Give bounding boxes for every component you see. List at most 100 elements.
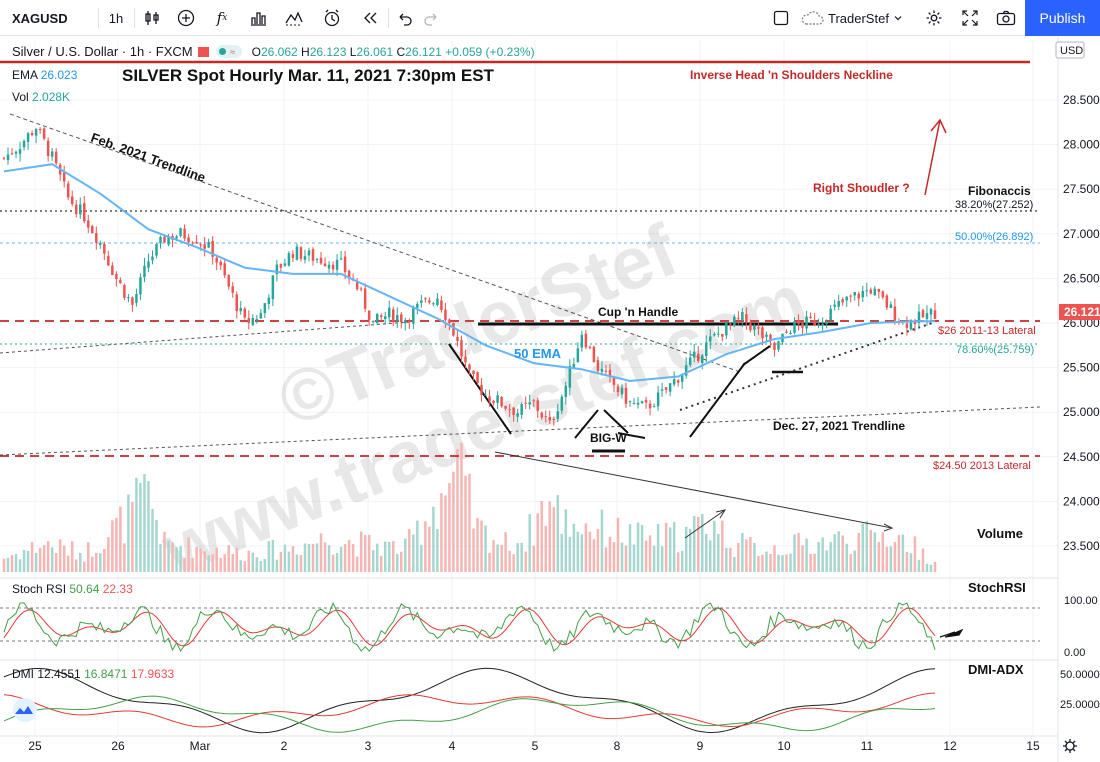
volume-bar <box>187 537 190 572</box>
volume-bar <box>440 493 443 572</box>
candle-body <box>588 347 592 349</box>
volume-bar <box>151 508 154 572</box>
legend-volume[interactable]: Vol 2.028K <box>12 90 70 104</box>
candle-body <box>151 256 154 261</box>
candle-body <box>861 291 865 298</box>
volume-bar <box>809 553 812 572</box>
candle-body <box>480 384 483 396</box>
legend-title[interactable]: Silver / U.S. Dollar · 1h · FXCM <box>12 44 193 59</box>
volume-bar <box>460 442 463 572</box>
chart-settings-icon[interactable] <box>1063 739 1077 753</box>
volume-bar <box>861 523 865 572</box>
candle-body <box>464 356 467 363</box>
volume-bar <box>588 531 592 572</box>
candle-body <box>231 286 234 293</box>
snapshot-icon[interactable] <box>992 0 1020 36</box>
legend-ema[interactable]: EMA 26.023 <box>12 68 77 82</box>
symbol-search[interactable]: XAGUSD <box>4 0 102 36</box>
candle-body <box>331 264 335 270</box>
templates-icon[interactable] <box>244 0 272 36</box>
replay-icon[interactable] <box>356 0 384 36</box>
volume-bar <box>299 555 303 572</box>
candle-body <box>91 226 94 234</box>
candle-body <box>207 241 210 248</box>
stoch-y-tick-100: 100.00 <box>1064 595 1098 607</box>
price-chart[interactable]: ©TraderStef www.traderstef.com 28.50028.… <box>0 37 1100 762</box>
settings-icon[interactable] <box>920 0 948 36</box>
candle-body <box>701 355 704 364</box>
volume-bar <box>580 534 584 572</box>
price-axis: 28.50028.00027.50027.00026.50026.00025.5… <box>1063 93 1100 553</box>
candle-body <box>420 300 423 303</box>
volume-bar <box>347 540 351 572</box>
compare-icon[interactable] <box>280 0 308 36</box>
volume-bar <box>504 532 507 572</box>
close-value: 26.121 <box>405 45 442 59</box>
candle-body <box>263 303 267 314</box>
candle-body <box>123 285 126 298</box>
candle-body <box>925 313 929 319</box>
candle-body <box>568 365 572 388</box>
interval-button[interactable]: 1h <box>102 0 130 36</box>
volume-bar <box>379 555 383 572</box>
candle-body <box>921 310 925 318</box>
user-menu[interactable]: TraderStef <box>800 0 918 36</box>
right-shoulder-arrow <box>924 118 947 196</box>
candle-body <box>131 297 134 305</box>
legend-dmi[interactable]: DMI 12.4551 16.8471 17.9633 <box>12 667 174 681</box>
candle-body <box>885 295 889 308</box>
candle-body <box>696 353 700 361</box>
volume-bar <box>540 500 543 572</box>
volume-bar <box>640 524 644 572</box>
candle-body <box>339 258 343 260</box>
redo-icon[interactable] <box>418 0 444 36</box>
candle-body <box>612 376 616 386</box>
volume-bar <box>500 544 503 572</box>
ema-label: EMA <box>12 68 38 82</box>
candle-body <box>933 310 937 319</box>
volume-bar <box>528 514 531 572</box>
candle-body <box>147 261 150 268</box>
candle-body <box>79 204 82 215</box>
candle-body <box>275 264 279 275</box>
volume-bar <box>761 554 764 572</box>
undo-icon[interactable] <box>392 0 418 36</box>
add-symbol-icon[interactable] <box>172 0 200 36</box>
volume-bar <box>247 550 251 572</box>
candle-body <box>2 157 6 159</box>
dmi-y-tick-50: 50.0000 <box>1060 669 1100 681</box>
candle-body <box>608 369 612 376</box>
bar-style-icon[interactable] <box>138 0 166 36</box>
volume-bar <box>660 546 664 572</box>
legend-stoch-rsi[interactable]: Stoch RSI 50.64 22.33 <box>12 582 133 596</box>
candle-body <box>576 348 580 363</box>
candle-body <box>408 320 411 323</box>
candle-body <box>247 318 251 323</box>
candle-body <box>392 309 395 323</box>
flag-icon <box>197 47 209 57</box>
layout-icon[interactable] <box>768 0 794 36</box>
candle-body <box>801 323 804 328</box>
volume-bar <box>480 520 483 572</box>
candle-body <box>745 314 748 323</box>
candle-body <box>817 323 820 325</box>
volume-bar <box>339 546 343 572</box>
candle-body <box>668 383 672 392</box>
y-tick-label: 27.500 <box>1063 182 1100 196</box>
x-tick-label: 2 <box>281 739 288 753</box>
plus-di-value: 16.8471 <box>84 667 128 681</box>
volume-bar <box>845 543 848 572</box>
publish-button[interactable]: Publish <box>1025 0 1100 36</box>
fullscreen-icon[interactable] <box>956 0 984 36</box>
candle-body <box>877 288 881 292</box>
volume-bar <box>66 555 70 572</box>
alert-icon[interactable] <box>318 0 346 36</box>
tradingview-logo-icon[interactable] <box>13 698 37 722</box>
volume-bar <box>103 548 106 572</box>
volume-bar <box>484 525 487 572</box>
candle-body <box>849 295 852 297</box>
candle-body <box>103 244 106 254</box>
high-value: 26.123 <box>309 45 347 59</box>
volume-bar <box>127 494 130 572</box>
